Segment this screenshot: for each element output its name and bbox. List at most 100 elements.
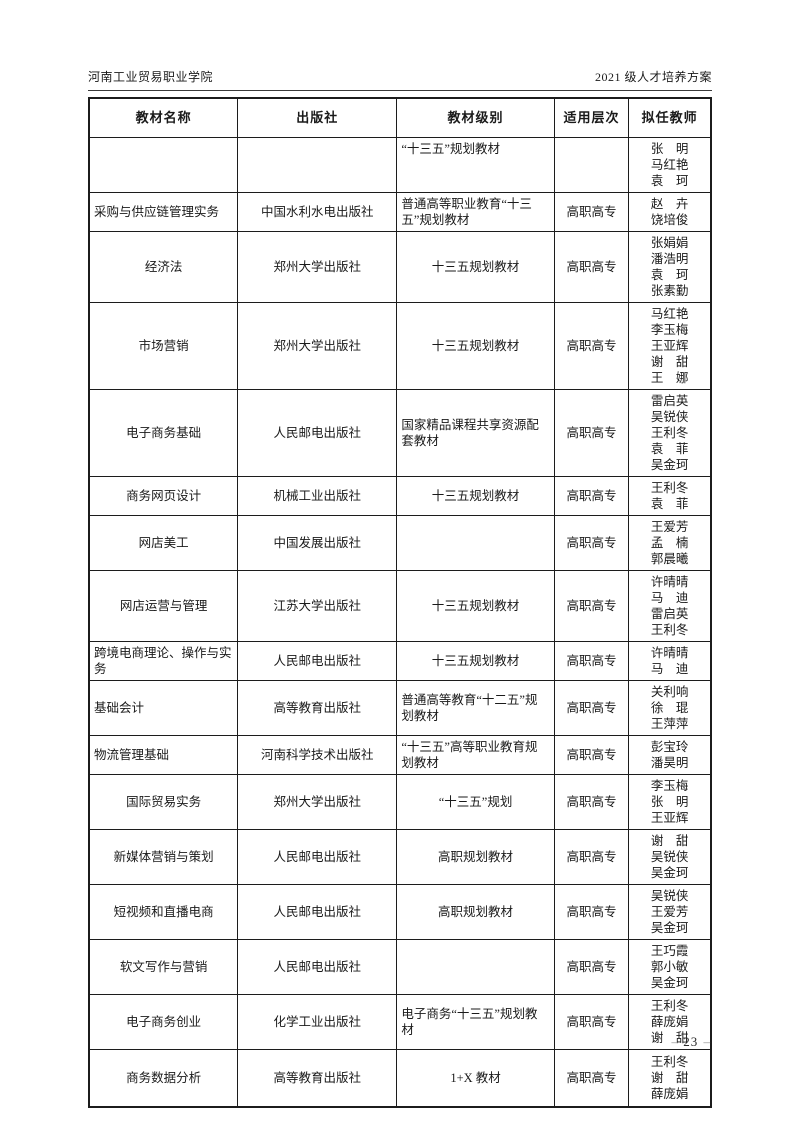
textbook-name-cell: 电子商务创业 (88, 994, 239, 1050)
teacher-name: 吴金珂 (650, 866, 689, 880)
teachers-cell: 雷启英 吴锐侠 王利冬袁 菲吴金珂 (628, 389, 712, 477)
textbook-name-cell: 基础会计 (88, 680, 239, 736)
publisher-cell: 江苏大学出版社 (237, 570, 398, 642)
publisher-cell: 郑州大学出版社 (237, 231, 398, 303)
table-row: 经济法 郑州大学出版社 十三五规划教材 高职高专 张娟娟 潘浩明袁 珂张素勤 (88, 231, 712, 303)
level-cell (396, 939, 555, 995)
tier-cell: 高职高专 (553, 1049, 630, 1108)
teacher-name: 许晴晴 (650, 646, 689, 660)
textbook-name-cell: 短视频和直播电商 (88, 884, 239, 940)
table-row: 网店美工 中国发展出版社 高职高专 王爱芳孟 楠郭晨曦 (88, 515, 712, 571)
teachers-cell: 李玉梅张 明王亚辉 (628, 774, 712, 830)
publisher-cell: 人民邮电出版社 (237, 641, 398, 681)
column-header-publisher: 出版社 (237, 97, 398, 138)
teacher-name: 袁 珂 (650, 268, 689, 282)
level-cell: 十三五规划教材 (396, 302, 555, 390)
teacher-name: 张素勤 (650, 284, 689, 298)
teacher-name: 郭晨曦 (650, 552, 689, 566)
publisher-cell: 郑州大学出版社 (237, 302, 398, 390)
textbook-name-cell: 跨境电商理论、操作与实务 (88, 641, 239, 681)
tier-cell: 高职高专 (553, 389, 630, 477)
publisher-cell: 人民邮电出版社 (237, 939, 398, 995)
teacher-name: 王利冬 (650, 999, 689, 1013)
teacher-name: 王巧霞 (650, 944, 689, 958)
teachers-cell: 许晴晴马 迪 (628, 641, 712, 681)
level-cell: 十三五规划教材 (396, 476, 555, 516)
teacher-name: 王萍萍 (650, 717, 689, 731)
teacher-name: 张 明 (650, 795, 689, 809)
tier-cell: 高职高专 (553, 302, 630, 390)
level-cell: “十三五”规划教材 (396, 137, 555, 193)
teacher-name: 袁 菲 (650, 442, 689, 456)
page-number-value: 23 (683, 1034, 699, 1049)
table-row: 新媒体营销与策划 人民邮电出版社 高职规划教材 高职高专谢 甜吴锐侠 吴金珂 (88, 829, 712, 885)
level-cell: 十三五规划教材 (396, 641, 555, 681)
table-row: 短视频和直播电商 人民邮电出版社 高职规划教材 高职高专 吴锐侠 王爱芳 吴金珂 (88, 884, 712, 940)
table-row: 国际贸易实务 郑州大学出版社 “十三五”规划 高职高专 李玉梅张 明王亚辉 (88, 774, 712, 830)
table-row: 跨境电商理论、操作与实务 人民邮电出版社 十三五规划教材 高职高专 许晴晴马 迪 (88, 641, 712, 681)
tier-cell: 高职高专 (553, 515, 630, 571)
teacher-name: 郭小敏 (650, 960, 689, 974)
teacher-name: 孟 楠 (650, 536, 689, 550)
teacher-name: 李玉梅 (650, 779, 689, 793)
table-row: 软文写作与营销 人民邮电出版社 高职高专 王巧霞 郭小敏 吴金珂 (88, 939, 712, 995)
teacher-name: 关利响 (650, 685, 689, 699)
teachers-cell: 王巧霞 郭小敏 吴金珂 (628, 939, 712, 995)
level-cell: “十三五”规划 (396, 774, 555, 830)
teacher-name: 吴金珂 (650, 976, 689, 990)
level-cell: 国家精品课程共享资源配套教材 (396, 389, 555, 477)
teacher-name: 许晴晴 (650, 575, 689, 589)
level-cell: 普通高等职业教育“十三五”规划教材 (396, 192, 555, 232)
teacher-name: 马红艳 (650, 307, 689, 321)
publisher-cell (237, 137, 398, 193)
header-plan-title: 2021 级人才培养方案 (594, 70, 712, 84)
page-number: – 23 – (88, 1034, 712, 1050)
teachers-cell: 王利冬 薛庞娟谢 甜 (628, 994, 712, 1050)
teacher-name: 王亚辉 (650, 339, 689, 353)
teacher-name: 薛庞娟 (650, 1087, 689, 1101)
teacher-name: 谢 甜 (650, 1071, 689, 1085)
tier-cell: 高职高专 (553, 884, 630, 940)
tier-cell: 高职高专 (553, 570, 630, 642)
tier-cell: 高职高专 (553, 994, 630, 1050)
teacher-name: 张 明 (650, 142, 689, 156)
tier-cell: 高职高专 (553, 231, 630, 303)
level-cell: 普通高等教育“十二五”规划教材 (396, 680, 555, 736)
teacher-name: 吴金珂 (650, 458, 689, 472)
publisher-cell: 中国水利水电出版社 (237, 192, 398, 232)
page-number-dash-right: – (703, 1034, 711, 1049)
teacher-name: 潘浩明 (650, 252, 689, 266)
publisher-cell: 郑州大学出版社 (237, 774, 398, 830)
teacher-name: 马 迪 (650, 662, 689, 676)
page-number-dash-left: – (671, 1034, 679, 1049)
teacher-name: 王利冬 (650, 1055, 689, 1069)
textbook-name-cell: 经济法 (88, 231, 239, 303)
teacher-name: 徐 琨 (650, 701, 689, 715)
teachers-cell: 王利冬袁 菲 (628, 476, 712, 516)
textbook-table: 教材名称 出版社 教材级别 适用层次 拟任教师 “十三五”规划教材张 明马红艳袁… (88, 97, 712, 1108)
teacher-name: 王亚辉 (650, 811, 689, 825)
doc-header: 河南工业贸易职业学院 2021 级人才培养方案 (88, 68, 712, 91)
teachers-cell: 谢 甜吴锐侠 吴金珂 (628, 829, 712, 885)
teachers-cell: 关利响徐 琨王萍萍 (628, 680, 712, 736)
tier-cell (553, 137, 630, 193)
teacher-name: 王爱芳 (650, 520, 689, 534)
table-row: “十三五”规划教材 张 明马红艳袁 珂 (88, 137, 712, 193)
teacher-name: 王利冬 (650, 623, 689, 637)
tier-cell: 高职高专 (553, 774, 630, 830)
teacher-name: 张娟娟 (650, 236, 689, 250)
teachers-cell: 王爱芳孟 楠郭晨曦 (628, 515, 712, 571)
teacher-name: 谢 甜 (650, 1031, 689, 1045)
teacher-name: 雷启英 (650, 394, 689, 408)
table-header-row: 教材名称 出版社 教材级别 适用层次 拟任教师 (88, 97, 712, 138)
publisher-cell: 中国发展出版社 (237, 515, 398, 571)
teacher-name: 薛庞娟 (650, 1015, 689, 1029)
teacher-name: 雷启英 (650, 607, 689, 621)
publisher-cell: 化学工业出版社 (237, 994, 398, 1050)
level-cell: 高职规划教材 (396, 884, 555, 940)
tier-cell: 高职高专 (553, 641, 630, 681)
textbook-name-cell: 电子商务基础 (88, 389, 239, 477)
tier-cell: 高职高专 (553, 829, 630, 885)
tier-cell: 高职高专 (553, 680, 630, 736)
table-row: 电子商务基础 人民邮电出版社 国家精品课程共享资源配套教材 高职高专 雷启英 吴锐侠 王利冬… (88, 389, 712, 477)
